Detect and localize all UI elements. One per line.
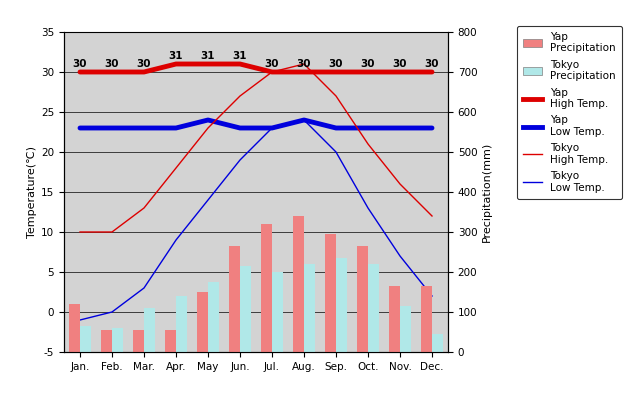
Text: 30: 30 [329,59,343,69]
Y-axis label: Temperature(℃): Temperature(℃) [27,146,37,238]
Bar [101,330,112,352]
Bar [208,282,219,352]
Y-axis label: Precipitation(mm): Precipitation(mm) [481,142,492,242]
Bar [272,272,283,352]
Bar [240,266,251,352]
Text: 30: 30 [425,59,439,69]
Text: 30: 30 [73,59,87,69]
Bar [357,246,368,352]
Bar [368,264,379,352]
Bar [112,328,123,352]
Text: 30: 30 [297,59,311,69]
Text: 31: 31 [233,51,247,61]
Bar [293,216,304,352]
Bar [133,330,144,352]
Bar [197,292,208,352]
Bar [325,234,336,352]
Bar [80,326,92,352]
Bar [336,258,347,352]
Bar [165,330,176,352]
Bar [261,224,272,352]
Text: 30: 30 [105,59,119,69]
Bar [176,296,187,352]
Bar [432,334,443,352]
Bar [229,246,240,352]
Text: 30: 30 [137,59,151,69]
Bar [400,306,412,352]
Bar [144,308,155,352]
Text: 30: 30 [393,59,407,69]
Legend: Yap
Precipitation, Tokyo
Precipitation, Yap
High Temp., Yap
Low Temp., Tokyo
Hig: Yap Precipitation, Tokyo Precipitation, … [517,26,622,199]
Bar [388,286,400,352]
Bar [421,286,432,352]
Text: 31: 31 [201,51,215,61]
Text: 30: 30 [265,59,279,69]
Bar [69,304,80,352]
Bar [304,264,315,352]
Text: 31: 31 [169,51,183,61]
Text: 30: 30 [361,59,375,69]
